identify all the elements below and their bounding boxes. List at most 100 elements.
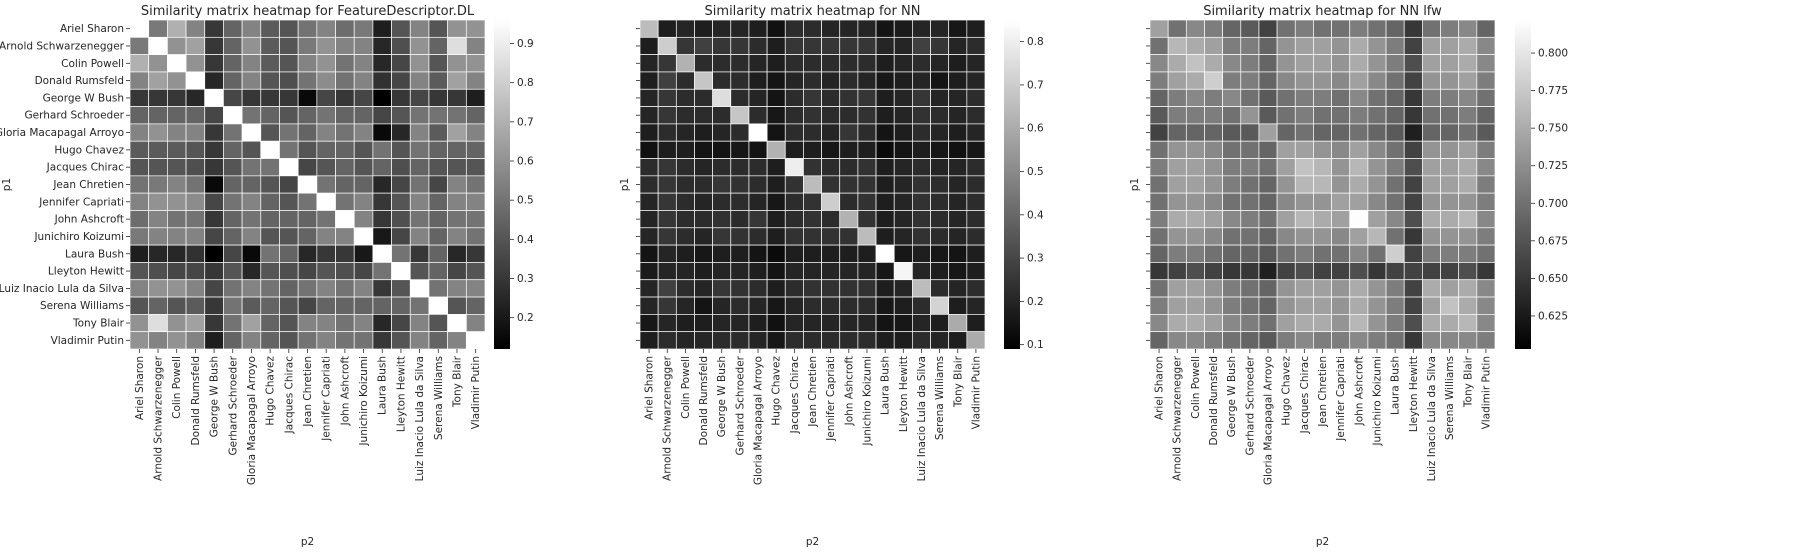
heatmap-cell [353, 331, 374, 350]
heatmap-cell [1403, 210, 1423, 229]
heatmap-cell [391, 192, 411, 211]
heatmap-cell [148, 279, 168, 298]
heatmap-cell [1385, 36, 1405, 55]
heatmap-cell [1422, 192, 1441, 211]
heatmap-cell [966, 244, 986, 263]
heatmap-cell [657, 331, 677, 350]
heatmap-cell [1149, 54, 1169, 73]
heatmap-cell [748, 19, 768, 38]
heatmap-cell [391, 140, 411, 159]
heatmap-cell [260, 210, 280, 229]
y-tick-label: George W Bush [43, 92, 124, 104]
colorbar [494, 20, 510, 349]
heatmap-cell [465, 88, 486, 107]
heatmap-cell [335, 331, 355, 350]
heatmap-cell [316, 88, 336, 107]
heatmap-cell [1313, 54, 1332, 73]
heatmap-cell [857, 296, 877, 315]
heatmap-cell [1222, 158, 1242, 177]
heatmap-cell [1204, 140, 1223, 159]
heatmap-cell [912, 227, 931, 246]
heatmap-cell [748, 123, 768, 142]
heatmap-cell [1313, 331, 1332, 350]
heatmap-cell [766, 192, 786, 211]
heatmap-cell [1349, 331, 1369, 350]
heatmap-cell [465, 71, 486, 90]
heatmap-cell [1276, 296, 1296, 315]
heatmap-cell [694, 279, 713, 298]
heatmap-cell [1403, 88, 1423, 107]
heatmap-cell [948, 88, 968, 107]
heatmap-cell [241, 54, 262, 73]
heatmap-cell [185, 54, 206, 73]
heatmap-cell [766, 106, 786, 125]
heatmap-cell [1167, 71, 1187, 90]
heatmap-cell [167, 314, 187, 333]
heatmap-cell [279, 210, 299, 229]
heatmap-cell [1422, 279, 1441, 298]
heatmap-cell [966, 296, 986, 315]
heatmap-cell [148, 262, 168, 281]
heatmap-cell [1276, 279, 1296, 298]
heatmap-cell [1294, 314, 1314, 333]
heatmap-cell [428, 123, 448, 142]
heatmap-cell [353, 262, 374, 281]
heatmap-cell [639, 88, 659, 107]
heatmap-cell [1476, 296, 1496, 315]
heatmap-cell [167, 123, 187, 142]
heatmap-cell [185, 331, 206, 350]
heatmap-cell [1294, 175, 1314, 194]
x-tick-label: Jacques Chirac [789, 356, 801, 435]
heatmap-cell [316, 140, 336, 159]
heatmap-cell [1367, 227, 1387, 246]
heatmap-cell [766, 314, 786, 333]
heatmap-cell [1167, 54, 1187, 73]
x-axis-label: p2 [1316, 536, 1329, 548]
x-tick-label: Ariel Sharon [1154, 356, 1166, 420]
heatmap-cell [1313, 314, 1332, 333]
heatmap-cell [1185, 19, 1205, 38]
heatmap-cell [428, 192, 448, 211]
heatmap-cell [1385, 244, 1405, 263]
heatmap-cell [857, 71, 877, 90]
heatmap-cell [1422, 314, 1441, 333]
heatmap-cell [1149, 244, 1169, 263]
heatmap-cell [260, 123, 280, 142]
heatmap-cell [1222, 71, 1242, 90]
colorbar-tick-label: 0.725 [1538, 160, 1568, 172]
heatmap-cell [1167, 175, 1187, 194]
heatmap-cell [694, 71, 713, 90]
heatmap-cell [875, 54, 895, 73]
heatmap-cell [1403, 192, 1423, 211]
heatmap-cell [1185, 106, 1205, 125]
heatmap-cell [204, 296, 224, 315]
heatmap-cell [129, 123, 150, 142]
heatmap-cell [1222, 106, 1242, 125]
heatmap-cell [1240, 123, 1260, 142]
y-axis-label: p1 [1, 178, 13, 191]
heatmap-cell [1258, 244, 1278, 263]
x-tick-label: Jennifer Capriati [825, 356, 837, 442]
heatmap-cell [766, 158, 786, 177]
heatmap-cell [1240, 175, 1260, 194]
x-tick-label: Laura Bush [880, 356, 892, 415]
heatmap-cell [657, 210, 677, 229]
heatmap-cell [204, 262, 224, 281]
heatmap-cell [966, 279, 986, 298]
heatmap-cell [428, 71, 448, 90]
heatmap-cell [803, 123, 822, 142]
y-tick-label: Hugo Chavez [54, 144, 124, 156]
heatmap-cell [930, 331, 950, 350]
heatmap-cell [966, 210, 986, 229]
heatmap-cell [1331, 296, 1351, 315]
heatmap-cell [372, 140, 392, 159]
heatmap-cell [372, 314, 392, 333]
heatmap-cell [335, 36, 355, 55]
heatmap-cell [1349, 314, 1369, 333]
heatmap-cell [1458, 279, 1478, 298]
heatmap-cell [1331, 71, 1351, 90]
heatmap-cell [1458, 123, 1478, 142]
heatmap-cell [391, 36, 411, 55]
heatmap-cell [748, 279, 768, 298]
heatmap-cell [784, 296, 804, 315]
